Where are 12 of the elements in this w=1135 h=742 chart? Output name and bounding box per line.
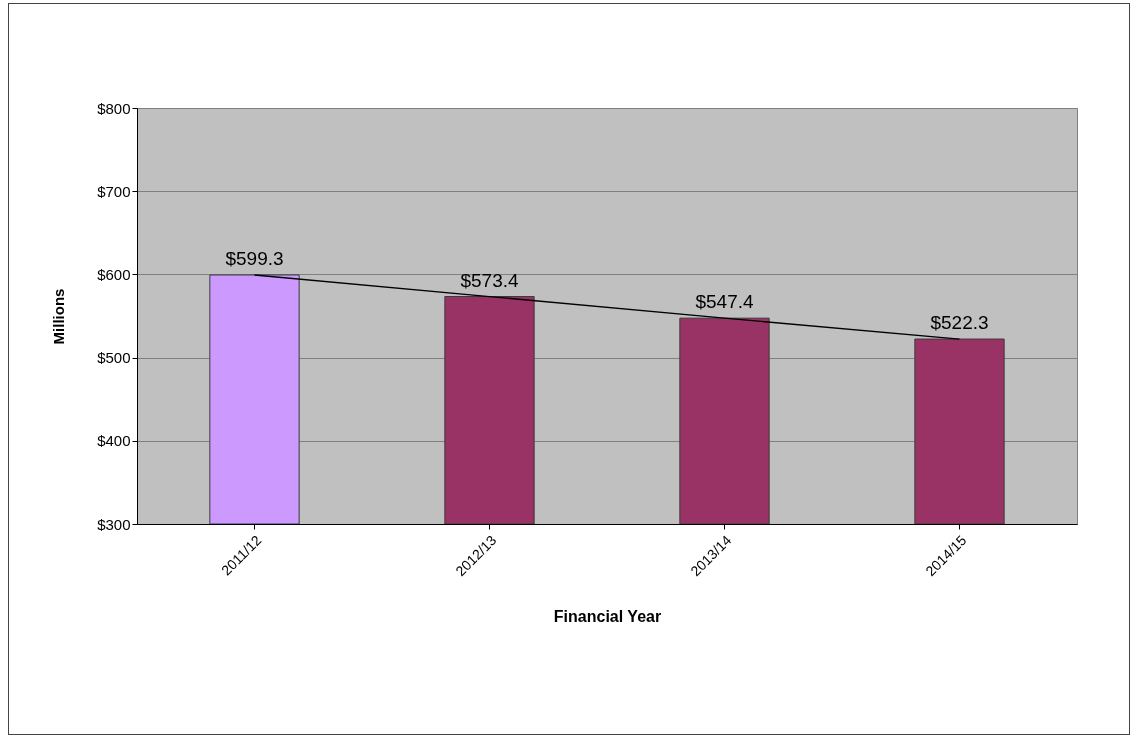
y-tick-label: $400: [97, 432, 131, 450]
data-label: $522.3: [930, 312, 989, 334]
y-tick-label: $800: [97, 99, 131, 117]
y-tick-label: $500: [97, 349, 131, 367]
data-label: $599.3: [225, 247, 284, 269]
x-axis-title: Financial Year: [553, 608, 662, 626]
data-label: $573.4: [460, 269, 519, 291]
y-tick-label: $600: [97, 265, 131, 283]
y-axis-title: Millions: [50, 288, 68, 345]
data-label: $547.4: [695, 291, 754, 313]
y-tick-label: $700: [97, 182, 131, 200]
y-tick-label: $300: [97, 515, 131, 533]
